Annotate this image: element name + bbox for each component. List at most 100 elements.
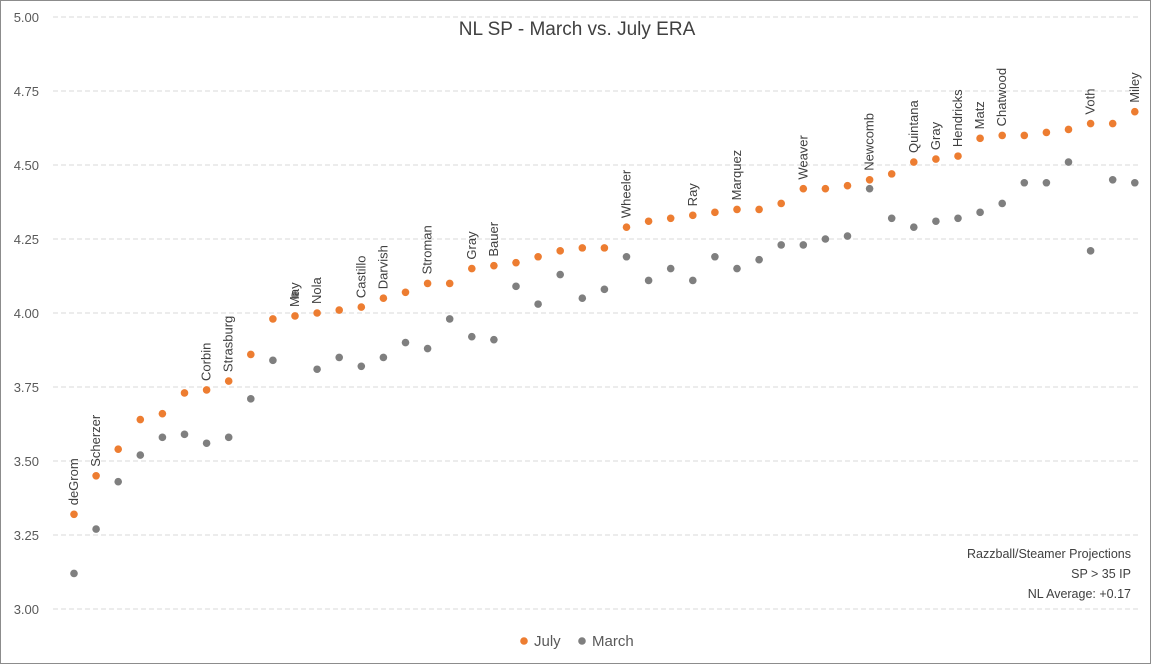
point-july [622,223,631,231]
point-july [114,445,122,453]
point-july [666,214,675,223]
point-march [468,332,476,341]
point-july [247,350,255,359]
y-tick-label: 3.75 [14,380,39,395]
point-july [468,264,476,273]
point-july [423,279,432,288]
point-march [269,356,277,365]
point-july [733,205,741,214]
legend-marker-july [520,637,528,645]
point-march [733,264,741,273]
point-july [887,170,896,178]
point-march [224,433,233,442]
point-march [777,241,785,249]
point-label: Quintana [906,100,921,154]
y-tick-label: 4.50 [14,158,39,173]
chart-title: NL SP - March vs. July ERA [459,19,696,40]
point-label: Gray [928,121,943,150]
point-july [1086,119,1095,128]
point-label: Marquez [729,150,744,201]
point-july [534,252,542,261]
point-labels: deGrom Scherzer Corbin Strasburg May Nola Cast… [66,68,1142,505]
point-label: Bauer [486,221,501,256]
point-march [799,241,808,249]
point-july [1042,128,1051,137]
series-march [70,158,1139,578]
point-label: May [287,282,302,307]
point-label: Hendricks [950,89,965,147]
point-march [644,276,653,285]
point-july [556,247,564,255]
point-july [1131,107,1139,116]
point-label: Gray [464,231,479,260]
point-july [180,389,189,397]
point-july [777,199,785,208]
point-july [313,309,321,317]
point-label: Scherzer [88,414,103,467]
y-tick-label: 4.75 [14,84,39,99]
y-tick-label: 4.00 [14,306,39,321]
point-july [843,181,852,190]
point-july [600,244,609,252]
point-july [224,377,233,385]
point-july [445,279,454,288]
point-label: Wheeler [619,169,634,218]
point-march [136,451,145,459]
point-march [998,199,1006,208]
point-march [490,335,498,344]
point-march [512,282,520,291]
point-march [180,430,189,439]
point-july [932,155,940,163]
point-july [578,244,587,252]
point-march [755,255,763,264]
point-label: Corbin [199,343,214,381]
point-label: Voth [1083,89,1098,115]
point-july [1064,125,1073,134]
point-march [445,315,454,323]
point-march [1108,176,1117,184]
point-july [821,184,830,193]
point-march [556,270,564,279]
point-july [158,409,167,418]
point-label: Newcomb [862,113,877,171]
point-march [335,353,344,362]
point-label: Matz [972,101,987,129]
point-july [910,158,918,166]
y-tick-label: 5.00 [14,10,39,25]
point-march [313,365,321,374]
point-march [70,569,78,578]
point-march [1131,178,1139,187]
y-axis-tick-labels: 3.00 3.25 3.50 3.75 4.00 4.25 4.50 4.75 5.00 [14,10,39,617]
point-july [711,208,719,217]
point-july [954,152,962,160]
point-march [689,276,697,285]
point-march [821,235,830,243]
point-march [622,252,631,261]
point-july [644,217,653,226]
point-march [666,264,675,273]
point-label: Stroman [420,225,435,274]
point-march [379,353,388,362]
point-july [136,415,145,424]
point-march [357,362,366,371]
y-tick-label: 4.25 [14,232,39,247]
point-july [70,510,78,519]
point-label: Darvish [375,245,390,289]
point-march [932,217,940,226]
point-july [799,184,808,193]
series-july [70,107,1139,519]
point-july [202,386,211,394]
y-tick-label: 3.00 [14,602,39,617]
point-march [600,285,609,294]
point-label: Castillo [353,255,368,298]
point-label: deGrom [66,458,81,505]
point-march [1064,158,1073,166]
gridlines [53,16,1139,610]
point-july [865,176,874,184]
point-march [1042,178,1051,187]
legend-marker-march [578,637,586,645]
y-tick-label: 3.25 [14,528,39,543]
annotation-filter: SP > 35 IP [1071,567,1131,581]
point-march [401,338,410,347]
